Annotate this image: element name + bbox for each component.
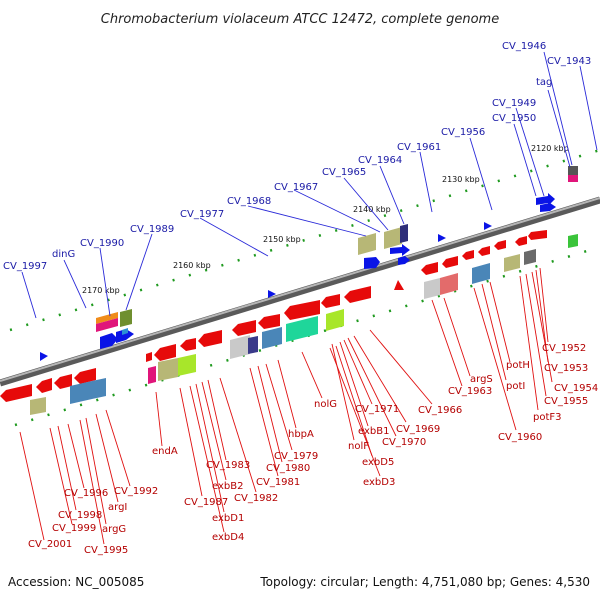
gene-label-cv-1967: CV_1967 xyxy=(274,182,318,193)
gene-label-exbd3: exbD3 xyxy=(363,477,395,488)
track-dots xyxy=(9,148,600,427)
reverse-genes xyxy=(0,230,578,415)
gene-label-cv-1981: CV_1981 xyxy=(256,477,300,488)
scale-tick-labels: 2120 kbp 2130 kbp 2140 kbp 2150 kbp 2160… xyxy=(82,144,569,295)
gene-label-exbd4: exbD4 xyxy=(212,532,244,543)
gene-label-cv-1953: CV_1953 xyxy=(544,363,588,374)
tick-label-2120: 2120 kbp xyxy=(531,144,569,153)
gene-label-cv-1952: CV_1952 xyxy=(542,343,586,354)
gene-label-exbb1: exbB1 xyxy=(358,426,389,437)
gene-label-poth: potH xyxy=(506,360,530,371)
accession-text: Accession: NC_005085 xyxy=(8,575,144,589)
tick-label-2170: 2170 kbp xyxy=(82,286,120,295)
genome-backbone xyxy=(0,196,600,387)
gene-label-cv-1969: CV_1969 xyxy=(396,424,440,435)
gene-label-ding: dinG xyxy=(52,249,75,260)
reverse-leader-lines xyxy=(19,267,553,545)
gene-label-args: argS xyxy=(470,374,493,385)
gene-label-nolf: nolF xyxy=(348,441,369,452)
gene-label-nolg: nolG xyxy=(314,399,337,410)
gene-label-exbb2: exbB2 xyxy=(212,481,243,492)
gene-label-cv-1987: CV_1987 xyxy=(184,497,228,508)
gene-label-cv-1997: CV_1997 xyxy=(3,261,47,272)
gene-label-cv-1956: CV_1956 xyxy=(441,127,485,138)
reverse-gene-labels: CV_1952 CV_1953 CV_1954 CV_1955 potF3 po… xyxy=(28,343,598,556)
gene-label-cv-1983: CV_1983 xyxy=(206,460,250,471)
gene-label-cv-1980: CV_1980 xyxy=(266,463,310,474)
gene-label-cv-1989: CV_1989 xyxy=(130,224,174,235)
gene-label-argg: argG xyxy=(102,524,126,535)
gene-label-cv-1961: CV_1961 xyxy=(397,142,441,153)
gene-label-potf3: potF3 xyxy=(533,412,562,423)
gene-label-cv-1949: CV_1949 xyxy=(492,98,536,109)
gene-label-cv-1943: CV_1943 xyxy=(547,56,591,67)
gene-label-cv-2001: CV_2001 xyxy=(28,539,72,550)
gene-label-cv-1979: CV_1979 xyxy=(274,451,318,462)
map-title: Chromobacterium violaceum ATCC 12472, co… xyxy=(101,12,499,27)
gene-label-tag: tag xyxy=(536,77,552,88)
tick-label-2160: 2160 kbp xyxy=(173,261,211,270)
gene-label-cv-1971: CV_1971 xyxy=(355,404,399,415)
gene-label-cv-1955: CV_1955 xyxy=(544,396,588,407)
gene-label-cv-1998: CV_1998 xyxy=(58,510,102,521)
tick-label-2140: 2140 kbp xyxy=(353,205,391,214)
forward-gene-labels: CV_1946 CV_1943 tag CV_1949 CV_1950 CV_1… xyxy=(3,41,591,272)
gene-label-exbd1: exbD1 xyxy=(212,513,244,524)
gene-label-hbpa: hbpA xyxy=(288,429,314,440)
gene-label-cv-1963: CV_1963 xyxy=(448,386,492,397)
forward-leader-lines xyxy=(21,51,598,319)
gene-label-cv-1996: CV_1996 xyxy=(64,488,108,499)
gene-label-enda: endA xyxy=(152,446,178,457)
forward-genes xyxy=(40,166,578,361)
gene-label-cv-1990: CV_1990 xyxy=(80,238,124,249)
gene-label-cv-1946: CV_1946 xyxy=(502,41,546,52)
gene-label-cv-1982: CV_1982 xyxy=(234,493,278,504)
gene-label-cv-1964: CV_1964 xyxy=(358,155,402,166)
gene-label-cv-1950: CV_1950 xyxy=(492,113,536,124)
gene-label-cv-1977: CV_1977 xyxy=(180,209,224,220)
gene-label-cv-1999: CV_1999 xyxy=(52,523,96,534)
gene-label-cv-1995: CV_1995 xyxy=(84,545,128,556)
gene-label-cv-1968: CV_1968 xyxy=(227,196,271,207)
gene-label-cv-1960: CV_1960 xyxy=(498,432,542,443)
genome-summary-text: Topology: circular; Length: 4,751,080 bp… xyxy=(259,575,590,589)
gene-label-cv-1992: CV_1992 xyxy=(114,486,158,497)
gene-label-cv-1965: CV_1965 xyxy=(322,167,366,178)
gene-label-argi: argI xyxy=(108,502,127,513)
gene-label-cv-1954: CV_1954 xyxy=(554,383,598,394)
gene-label-exbd5: exbD5 xyxy=(362,457,394,468)
gene-label-cv-1966: CV_1966 xyxy=(418,405,462,416)
gene-label-cv-1970: CV_1970 xyxy=(382,437,426,448)
gene-label-poti: potI xyxy=(506,381,525,392)
tick-label-2150: 2150 kbp xyxy=(263,235,301,244)
tick-label-2130: 2130 kbp xyxy=(442,175,480,184)
